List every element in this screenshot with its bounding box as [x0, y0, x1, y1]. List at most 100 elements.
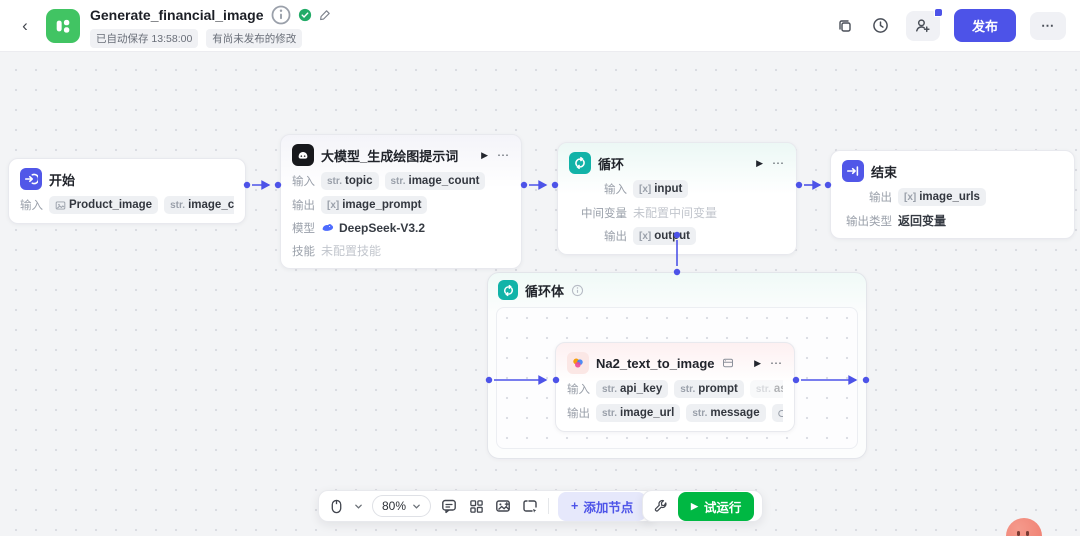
- param-tag: success: [771, 404, 783, 422]
- back-button[interactable]: ‹: [22, 15, 28, 35]
- output-label: 输出: [869, 192, 892, 204]
- node-more-icon[interactable]: ⋯: [770, 356, 783, 370]
- output-label: 输出: [292, 200, 315, 212]
- publish-button[interactable]: 发布: [953, 9, 1016, 42]
- cursor-mode-icon[interactable]: [327, 497, 345, 515]
- input-label: 输入: [20, 200, 43, 212]
- canvas-toolbar: 80%: [318, 490, 656, 522]
- saved-check-icon: [298, 8, 311, 21]
- array-type-prefix: [x]: [639, 230, 652, 242]
- node-start[interactable]: 开始 输入 Product_image str. image_count str…: [8, 158, 246, 224]
- param-tag: [x] image_prompt: [321, 196, 428, 214]
- param-tag: str. api_key: [596, 380, 669, 398]
- mascot-eye: [1026, 531, 1029, 536]
- param-tag: [x] image_urls: [898, 188, 986, 206]
- test-run-button[interactable]: ▶ 试运行: [678, 491, 755, 521]
- na2-node-icon: [567, 352, 589, 374]
- node-end[interactable]: 结束 输出 [x] image_urls 输出类型 返回变量: [830, 150, 1075, 239]
- info-icon[interactable]: [270, 4, 292, 26]
- param-name: input: [654, 182, 683, 195]
- input-label: 输入: [567, 384, 590, 396]
- param-tag: [x] output: [633, 227, 696, 245]
- add-node-label: 添加节点: [583, 500, 634, 515]
- title-block: Generate_financial_image 已自动保存 13:58:00 …: [90, 4, 332, 48]
- boolean-type-icon: [777, 409, 783, 417]
- node-title: 开始: [49, 172, 76, 188]
- type-prefix: str.: [692, 407, 708, 419]
- param-name: image_url: [620, 406, 675, 419]
- plugin-badge-icon: [722, 358, 733, 368]
- zoom-select[interactable]: 80%: [372, 495, 432, 517]
- connector-llm-loop: [520, 180, 559, 190]
- workflow-glyph: [56, 19, 70, 33]
- type-prefix: str.: [390, 175, 406, 187]
- connector-loop-end: [795, 180, 832, 190]
- plus-icon: +: [571, 499, 579, 513]
- skill-placeholder: 未配置技能: [321, 244, 382, 258]
- node-title: 结束: [871, 164, 898, 180]
- node-na2-text-to-image[interactable]: Na2_text_to_image ▶ ⋯ 输入 str. api_key st…: [555, 342, 795, 432]
- param-name: Product_image: [69, 198, 153, 211]
- param-tag: str. aspectRatio: [749, 380, 783, 398]
- run-node-icon[interactable]: ▶: [756, 157, 763, 168]
- input-label: 输入: [292, 176, 315, 188]
- model-label: 模型: [292, 223, 315, 235]
- comment-icon[interactable]: [440, 497, 458, 515]
- input-label: 输入: [604, 184, 627, 196]
- edit-icon[interactable]: [318, 8, 332, 22]
- node-more-icon[interactable]: ⋯: [772, 156, 785, 170]
- image-type-icon: [55, 200, 66, 210]
- type-prefix: str.: [755, 383, 771, 395]
- output-type-value: 返回变量: [898, 214, 947, 228]
- auto-layout-icon[interactable]: [467, 497, 485, 515]
- param-tag: Product_image: [49, 196, 159, 214]
- copy-icon[interactable]: [834, 15, 856, 37]
- param-tag: str. image_url: [596, 404, 681, 422]
- end-node-icon: [842, 160, 864, 182]
- info-icon[interactable]: [571, 284, 584, 297]
- loop-body-title: 循环体: [525, 283, 565, 299]
- param-name: image_prompt: [342, 198, 422, 211]
- run-node-icon[interactable]: ▶: [481, 149, 488, 160]
- param-tag: str. image_count: [384, 172, 486, 190]
- param-name: image_count: [408, 174, 480, 187]
- frame-select-icon[interactable]: [521, 497, 539, 515]
- deepseek-icon: [322, 223, 334, 231]
- start-node-icon: [20, 168, 42, 190]
- connector-start-llm: [243, 180, 282, 190]
- output-label: 输出: [604, 231, 627, 243]
- output-label: 输出: [567, 408, 590, 420]
- node-title: Na2_text_to_image: [596, 355, 715, 371]
- node-more-icon[interactable]: ⋯: [497, 148, 510, 162]
- wrench-icon[interactable]: [651, 497, 669, 515]
- history-icon[interactable]: [870, 15, 892, 37]
- param-name: topic: [345, 174, 373, 187]
- run-node-icon[interactable]: ▶: [754, 357, 761, 368]
- loop-node-icon: [569, 152, 591, 174]
- node-loop[interactable]: 循环 ▶ ⋯ 输入 [x] input 中间变量 未配置中间变量 输出 [x] …: [557, 142, 797, 255]
- model-name: DeepSeek-V3.2: [339, 221, 426, 235]
- image-preview-icon[interactable]: [494, 497, 512, 515]
- param-tag: str. message: [686, 404, 766, 422]
- play-icon: ▶: [691, 500, 698, 511]
- node-title: 大模型_生成绘图提示词: [321, 148, 459, 164]
- top-bar: ‹ Generate_financial_image 已自动保存 13: [0, 0, 1080, 52]
- collaborate-button[interactable]: [905, 7, 943, 41]
- skill-label: 技能: [292, 245, 315, 258]
- node-llm[interactable]: 大模型_生成绘图提示词 ▶ ⋯ 输入 str. topic str. image…: [280, 134, 522, 269]
- param-name: api_key: [620, 382, 663, 395]
- param-tag: [x] input: [633, 180, 689, 198]
- type-prefix: str.: [170, 199, 186, 211]
- array-type-prefix: [x]: [327, 199, 340, 211]
- chevron-down-icon: [413, 504, 420, 509]
- model-value: DeepSeek-V3.2: [321, 221, 425, 235]
- header-more-button[interactable]: ⋯: [1030, 11, 1066, 40]
- param-name: aspectRatio: [773, 382, 783, 395]
- mid-var-label: 中间变量: [581, 207, 627, 220]
- chevron-down-icon[interactable]: [354, 502, 363, 511]
- param-tag: str. image_count: [164, 196, 234, 214]
- workflow-canvas[interactable]: 开始 输入 Product_image str. image_count str…: [0, 52, 1080, 536]
- add-node-button[interactable]: + 添加节点: [558, 491, 647, 521]
- assistant-mascot[interactable]: [1006, 518, 1042, 536]
- type-prefix: str.: [327, 175, 343, 187]
